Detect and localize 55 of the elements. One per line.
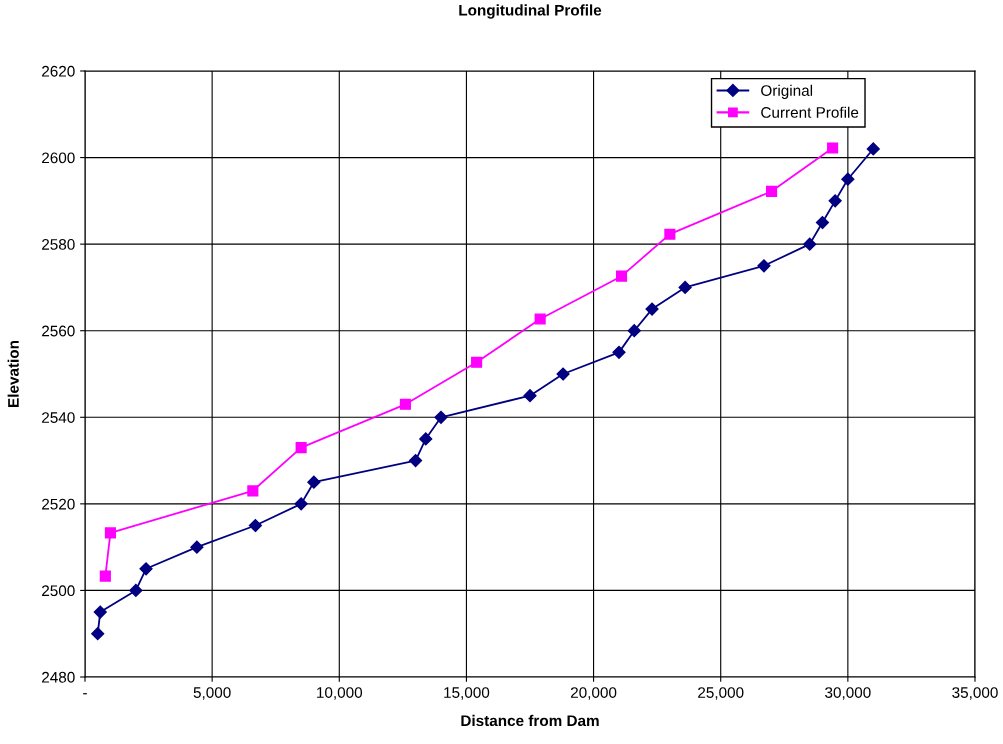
point: [803, 237, 817, 251]
point: [419, 432, 433, 446]
point: [471, 356, 483, 368]
point: [248, 518, 262, 533]
y-axis-title: Elevation: [7, 340, 19, 407]
x-tick-label: 15,000: [444, 687, 490, 700]
x-tick-label: 5,000: [193, 687, 231, 700]
point: [556, 367, 570, 381]
point: [757, 259, 771, 273]
point: [247, 485, 259, 497]
x-tick-label: 30,000: [825, 687, 871, 700]
point: [841, 172, 855, 186]
y-tick-label: 2540: [42, 412, 75, 423]
point: [615, 270, 628, 282]
point: [139, 562, 153, 576]
point: [645, 302, 659, 316]
point: [434, 410, 448, 424]
y-tick-label: 2620: [42, 65, 75, 77]
legend-label: Original: [761, 84, 813, 99]
x-tick-label: 20,000: [570, 687, 617, 700]
point: [104, 527, 116, 539]
y-tick-label: 2560: [42, 325, 75, 337]
point: [612, 345, 626, 359]
y-tick-label: 2580: [42, 239, 75, 250]
point: [99, 570, 111, 582]
point: [664, 228, 676, 240]
point: [828, 194, 842, 208]
point: [766, 185, 778, 197]
point: [815, 215, 830, 230]
legend-label: Current Profile: [761, 106, 859, 118]
point: [307, 475, 321, 489]
x-tick-label: 25,000: [698, 687, 744, 700]
point: [91, 627, 105, 641]
point: [93, 605, 107, 619]
point: [627, 324, 641, 338]
point: [399, 398, 411, 410]
point: [827, 142, 839, 154]
x-axis-title: Distance from Dam: [461, 714, 599, 727]
point: [678, 280, 692, 295]
y-tick-label: 2520: [42, 498, 75, 510]
chart-title: Longitudinal Profile: [459, 4, 602, 19]
point: [523, 389, 537, 403]
y-tick-label: 2600: [42, 152, 75, 164]
point: [295, 442, 307, 454]
point: [534, 313, 546, 325]
x-tick-label: -: [83, 693, 87, 695]
x-tick-label: 10,000: [317, 687, 363, 700]
y-tick-label: 2500: [42, 585, 75, 597]
point: [294, 497, 308, 511]
y-tick-label: 2480: [42, 671, 75, 683]
point: [866, 142, 880, 156]
point: [190, 540, 204, 554]
point: [408, 453, 423, 468]
point: [129, 583, 143, 598]
x-tick-label: 35,000: [952, 687, 998, 700]
